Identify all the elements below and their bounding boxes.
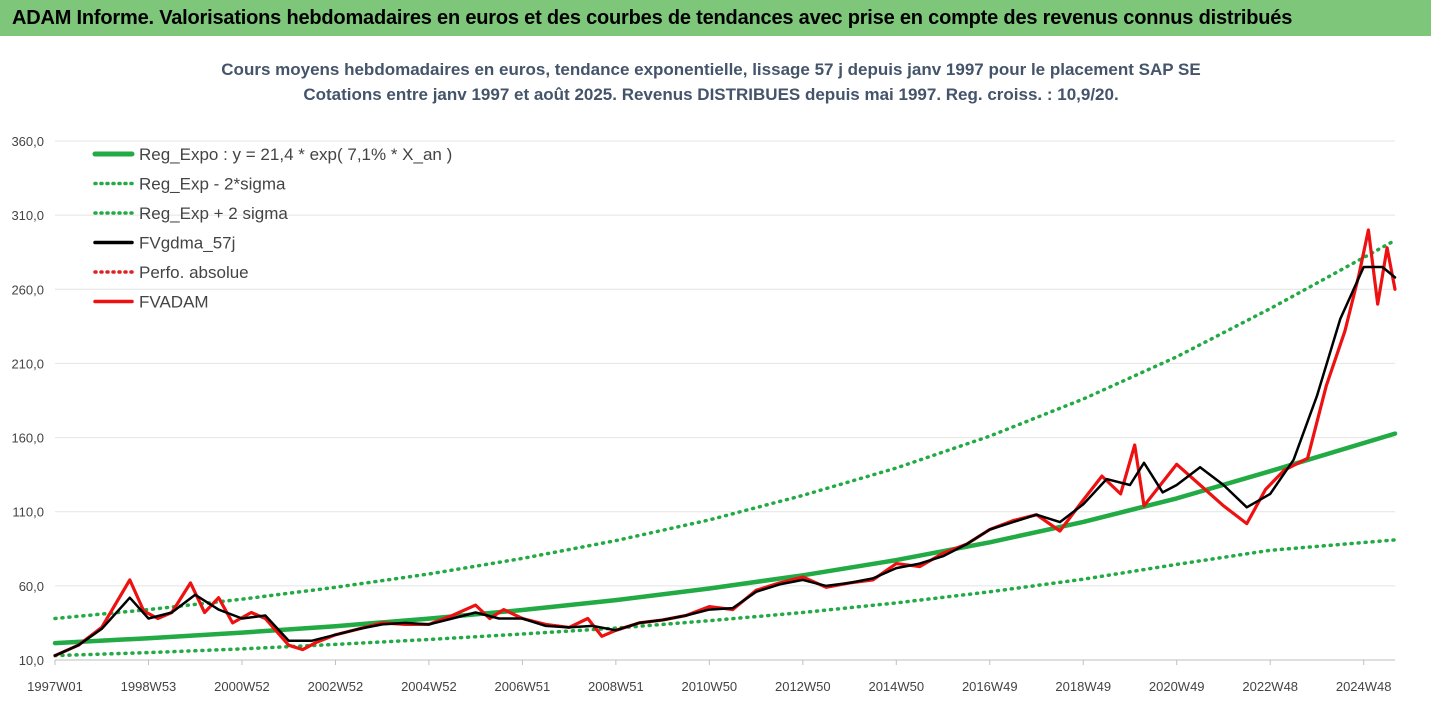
legend-label: Reg_Expo : y = 21,4 * exp( 7,1% * X_an ) bbox=[139, 145, 452, 164]
chart-subtitle: Cotations entre janv 1997 et août 2025. … bbox=[303, 85, 1118, 104]
x-tick-label: 1997W01 bbox=[27, 679, 83, 694]
x-tick-label: 2016W49 bbox=[962, 679, 1018, 694]
x-tick-label: 1998W53 bbox=[121, 679, 177, 694]
x-tick-label: 2006W51 bbox=[495, 679, 551, 694]
x-tick-label: 2018W49 bbox=[1055, 679, 1111, 694]
report-title: ADAM Informe. Valorisations hebdomadaire… bbox=[12, 7, 1293, 29]
x-tick-label: 2020W49 bbox=[1149, 679, 1205, 694]
legend-label: FVgdma_57j bbox=[139, 234, 235, 253]
legend-label: Reg_Exp - 2*sigma bbox=[139, 175, 286, 194]
x-tick-label: 2014W50 bbox=[868, 679, 924, 694]
chart-background bbox=[0, 36, 1431, 718]
report-banner: ADAM Informe. Valorisations hebdomadaire… bbox=[0, 0, 1431, 36]
y-tick-label: 210,0 bbox=[11, 356, 44, 371]
x-axis: 1997W01 1998W53 2000W52 2002W52 2004W52 2006W… bbox=[27, 659, 1395, 694]
series-line-2 bbox=[53, 238, 1397, 621]
x-tick-label: 2008W51 bbox=[588, 679, 644, 694]
x-tick-label: 2000W52 bbox=[214, 679, 270, 694]
y-tick-label: 260,0 bbox=[11, 282, 44, 297]
series-line-3 bbox=[53, 265, 1397, 657]
y-tick-label: 110,0 bbox=[12, 505, 44, 520]
legend-label: FVADAM bbox=[139, 293, 209, 312]
series-line-1 bbox=[53, 538, 1397, 658]
x-tick-label: 2004W52 bbox=[401, 679, 457, 694]
chart: Cours moyens hebdomadaires en euros, ten… bbox=[0, 36, 1431, 718]
legend: Reg_Expo : y = 21,4 * exp( 7,1% * X_an )… bbox=[92, 145, 452, 312]
legend-label: Reg_Exp + 2 sigma bbox=[139, 204, 288, 223]
y-axis: 10,0 60,0 110,0 160,0 210,0 260,0 310,0 360,0 bbox=[11, 134, 44, 668]
x-tick-label: 2012W50 bbox=[775, 679, 831, 694]
x-tick-label: 2024W48 bbox=[1336, 679, 1392, 694]
y-tick-label: 60,0 bbox=[19, 579, 44, 594]
legend-label: Perfo. absolue bbox=[139, 263, 249, 282]
x-tick-label: 2010W50 bbox=[682, 679, 738, 694]
y-tick-label: 160,0 bbox=[11, 431, 44, 446]
y-tick-label: 360,0 bbox=[11, 134, 44, 149]
y-tick-label: 310,0 bbox=[11, 208, 44, 223]
x-tick-label: 2022W48 bbox=[1242, 679, 1298, 694]
x-tick-label: 2002W52 bbox=[308, 679, 364, 694]
series-layer bbox=[52, 228, 1398, 658]
y-tick-label: 10,0 bbox=[19, 653, 44, 668]
chart-title: Cours moyens hebdomadaires en euros, ten… bbox=[221, 60, 1200, 79]
